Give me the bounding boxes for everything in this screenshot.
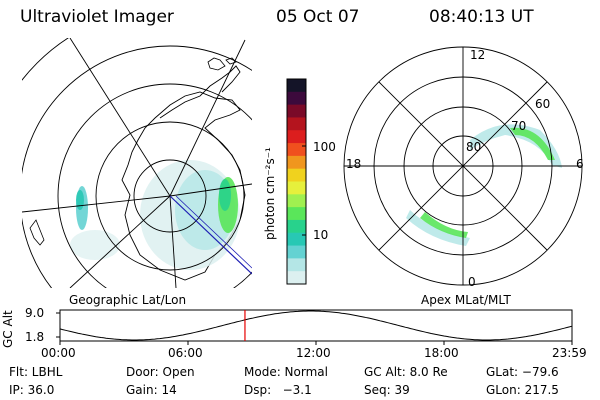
colorbar-band [287,91,306,106]
altitude-ytick-low: 1.8 [25,330,45,344]
mlat-label-60: 60 [535,97,551,111]
lon-lines [22,38,252,288]
aurora-emission-right [406,124,562,246]
geographic-map [22,38,252,288]
mode-info: Mode: Normal [244,365,328,379]
colorbar-band [287,79,306,93]
colorbar-band [287,258,306,272]
colorbar-band [287,194,306,208]
colorbar-band [287,130,306,144]
mlt-label-12: 12 [470,48,486,62]
colorbar-band [287,168,306,182]
colorbar-band [287,245,306,259]
colorbar-band [287,271,306,285]
mlt-label-18: 18 [346,157,362,171]
colorbar-band [287,117,306,131]
image-time: 08:40:13 UT [429,7,534,27]
colorbar-tick-10: 10 [313,228,329,242]
image-date: 05 Oct 07 [276,7,360,27]
time-tick-0600: 06:00 [168,346,203,360]
mlat-label-70: 70 [511,119,527,133]
mlat-label-80: 80 [466,140,482,154]
gain-info: Gain: 14 [126,383,177,397]
mlt-label-0: 0 [468,275,476,289]
colorbar-band [287,143,306,157]
altitude-ylabel: GC Alt [1,310,15,348]
time-tick-0000: 00:00 [41,346,76,360]
altitude-plot [56,309,573,345]
mlt-label-6: 6 [576,157,584,171]
ip-info: IP: 36.0 [9,383,55,397]
right-map-caption: Apex MLat/MLT [421,293,511,307]
glon-info: GLon: 217.5 [486,383,559,397]
left-map-caption: Geographic Lat/Lon [69,293,187,307]
colorbar-band [287,207,306,221]
colorbar-unit-label: photon cm⁻²s⁻¹ [263,147,277,240]
time-tick-1200: 12:00 [296,346,331,360]
terminator-line [169,195,252,275]
colorbar-band [287,232,306,247]
altitude-ytick-high: 9.0 [25,306,45,320]
aurora-emission-left [70,160,240,270]
magnetic-map [343,46,583,286]
gc-alt-info: GC Alt: 8.0 Re [364,365,448,379]
continent-outline [121,91,246,281]
colorbar-band [287,155,306,170]
door-info: Door: Open [126,365,195,379]
lat-circles [22,38,252,288]
colorbar-band [287,181,306,195]
altitude-curve [59,310,573,341]
peninsula-outline [159,65,241,119]
time-tick-2359: 23:59 [552,346,587,360]
seq-info: Seq: 39 [364,383,410,397]
filter-info: Flt: LBHL [9,365,63,379]
colorbar-tick-100: 100 [313,140,336,154]
instrument-title: Ultraviolet Imager [20,7,174,27]
time-tick-1800: 18:00 [424,346,459,360]
dsp-info: Dsp: −3.1 [244,383,312,397]
colorbar [287,79,306,285]
colorbar-band [287,104,306,118]
colorbar-band [287,219,306,234]
glat-info: GLat: −79.6 [486,365,559,379]
